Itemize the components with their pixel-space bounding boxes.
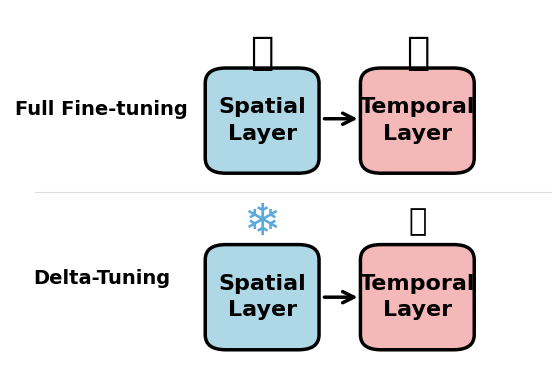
FancyBboxPatch shape xyxy=(205,68,319,173)
Text: Temporal
Layer: Temporal Layer xyxy=(360,98,475,144)
FancyBboxPatch shape xyxy=(360,245,474,350)
Text: ❄: ❄ xyxy=(244,200,281,243)
FancyBboxPatch shape xyxy=(360,68,474,173)
Text: Spatial
Layer: Spatial Layer xyxy=(219,98,306,144)
Text: 🔥: 🔥 xyxy=(408,208,426,237)
Text: Full Fine-tuning: Full Fine-tuning xyxy=(16,100,188,119)
Text: Spatial
Layer: Spatial Layer xyxy=(219,274,306,320)
Text: 🔥: 🔥 xyxy=(406,34,429,72)
FancyBboxPatch shape xyxy=(205,245,319,350)
Text: Delta-Tuning: Delta-Tuning xyxy=(33,269,170,288)
Text: 🔥: 🔥 xyxy=(250,34,274,72)
Text: Temporal
Layer: Temporal Layer xyxy=(360,274,475,320)
